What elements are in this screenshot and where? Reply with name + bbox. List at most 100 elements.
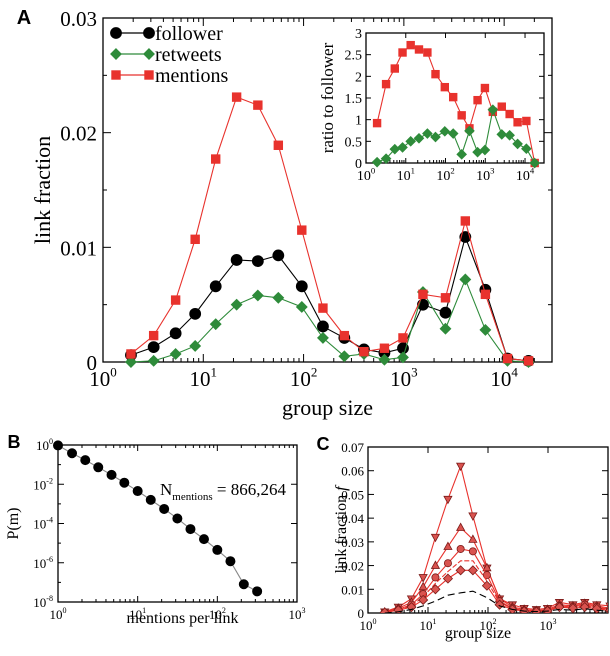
y-tick-label: 10-6 — [33, 555, 53, 571]
inset-retweets-point — [456, 149, 467, 160]
mentions-point — [502, 353, 513, 364]
x-tick-label-exp: 1 — [432, 617, 436, 626]
y-tick-label: 10-4 — [33, 516, 53, 532]
retweets-point — [459, 273, 472, 286]
n-mentions-symbol: N — [160, 480, 172, 499]
y-tick-label-exp: -2 — [46, 476, 53, 485]
follower-point — [230, 254, 243, 266]
pm-point — [198, 534, 209, 545]
c-series-line — [384, 590, 608, 613]
inset-x-tick-label: 104 — [516, 166, 535, 184]
inset-mentions-point — [431, 69, 440, 79]
inset-mentions-point — [440, 82, 450, 92]
x-tick-label-base: 10 — [89, 367, 110, 391]
y-tick-label-exp: -4 — [46, 516, 53, 525]
y-tick-label-base: 10 — [36, 438, 49, 453]
y-tick-label: 0.05 — [341, 487, 364, 502]
c-series-point — [468, 534, 478, 543]
x-tick-label-base: 10 — [359, 618, 372, 633]
n-mentions-value: = 866,264 — [213, 480, 287, 499]
retweets-point — [189, 340, 202, 352]
inset-retweets-point — [479, 144, 491, 156]
inset-retweets-point — [496, 129, 508, 140]
x-tick-label-base: 10 — [479, 618, 492, 633]
inset-mentions-point — [372, 118, 382, 128]
y-tick-label: 0.07 — [341, 440, 364, 455]
pm-point — [225, 556, 236, 567]
pm-point — [252, 586, 263, 597]
c-series-point — [481, 580, 493, 591]
retweets-line — [130, 277, 529, 363]
inset-x-tick-label-base: 10 — [516, 169, 530, 184]
retweets-point — [147, 354, 160, 367]
c-series-point — [456, 522, 466, 531]
x-tick-label-base: 10 — [190, 367, 211, 391]
c-series-point — [431, 573, 440, 582]
inset-x-tick-label: 101 — [397, 166, 415, 184]
c-series-point — [604, 607, 608, 613]
pm-point — [106, 469, 117, 480]
inset-retweets-point — [529, 157, 541, 169]
y-tick-label-base: 10 — [33, 477, 46, 492]
y-tick-label: 0.06 — [341, 464, 364, 479]
inset-mentions-point — [497, 102, 506, 111]
pm-point — [80, 455, 91, 466]
inset-retweets-point — [464, 125, 475, 137]
y-tick-label-exp: 0 — [49, 437, 53, 446]
inset-retweets-point — [521, 143, 532, 155]
y-tick-label: 10-8 — [33, 594, 53, 610]
inset-retweets-point — [487, 104, 499, 116]
inset-retweets-point — [380, 153, 392, 164]
inset-y-axis-label: ratio to follower — [318, 42, 337, 153]
pm-point — [93, 462, 104, 473]
retweets-point — [439, 322, 452, 335]
inset-mentions-point — [381, 79, 391, 89]
mentions-point — [190, 234, 200, 245]
inset-mentions-point — [513, 118, 522, 127]
inset-x-tick-label-base: 10 — [436, 169, 450, 184]
x-tick-label-exp: 4 — [511, 365, 518, 380]
x-tick-label-exp: 2 — [492, 617, 496, 626]
x-tick-label-base: 10 — [290, 367, 311, 391]
x-tick-label-exp: 0 — [372, 617, 376, 626]
c-series-point — [418, 594, 429, 606]
retweets-point — [209, 318, 222, 331]
inset-x-tick-label: 103 — [476, 166, 494, 184]
x-tick-label: 100 — [89, 365, 117, 391]
follower-point — [251, 255, 264, 267]
mentions-point — [318, 303, 328, 313]
mentions-point — [418, 289, 428, 300]
inset-retweets-point — [422, 128, 433, 139]
x-tick-label-exp: 1 — [142, 606, 146, 615]
follower-point — [439, 306, 452, 319]
c-series-point — [456, 544, 465, 553]
x-tick-label-exp: 2 — [222, 606, 226, 615]
x-tick-label: 102 — [290, 365, 318, 391]
c-series-point — [456, 462, 466, 472]
x-axis-label: group size — [445, 625, 511, 642]
y-tick-label: 0 — [87, 351, 98, 375]
y-tick-label: 100 — [36, 437, 53, 453]
pm-point — [132, 486, 143, 497]
panel-b-label-bg — [4, 430, 24, 450]
mentions-line — [130, 96, 529, 362]
y-tick-label: 0.01 — [341, 582, 364, 597]
legend-marker-follower — [110, 27, 122, 39]
mentions-point — [379, 343, 390, 353]
panel-c-label-bg — [313, 432, 333, 452]
retweets-point — [295, 301, 308, 313]
mentions-point — [339, 330, 350, 341]
x-tick-label: 103 — [288, 606, 305, 622]
inset-mentions-point — [448, 92, 458, 102]
x-tick-label: 100 — [359, 617, 376, 633]
x-tick-label-base: 10 — [490, 367, 511, 391]
pm-point — [185, 524, 196, 535]
x-tick-label-exp: 3 — [411, 365, 418, 380]
panel-c-series — [379, 462, 608, 613]
mentions-point — [148, 330, 159, 341]
pm-point — [67, 448, 78, 459]
y-tick-label: 0 — [358, 606, 365, 621]
inset-mentions-point — [414, 45, 424, 54]
